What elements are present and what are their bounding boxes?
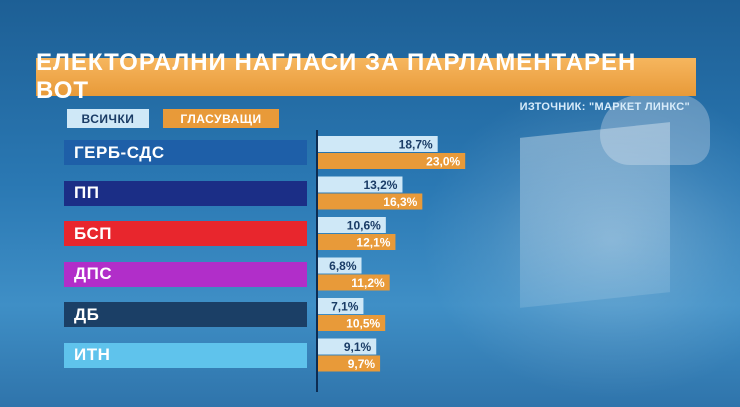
value-label-all-1: 18,7% — [399, 138, 433, 152]
title-banner: ЕЛЕКТОРАЛНИ НАГЛАСИ ЗА ПАРЛАМЕНТАРЕН ВОТ — [36, 49, 696, 104]
legend-all-label: ВСИЧКИ — [81, 111, 135, 126]
party-bar-1: ГЕРБ-СДС — [64, 140, 307, 165]
bar-voters-5 — [318, 315, 386, 331]
party-name: ДБ — [74, 304, 100, 324]
bar-all-4 — [318, 257, 362, 274]
bar-all-2 — [318, 176, 403, 193]
legend-voters-label: ГЛАСУВАЩИ — [180, 111, 262, 126]
party-name: ДПС — [74, 264, 113, 283]
background-glow — [420, 80, 740, 400]
party-bar-5: ДБ — [64, 302, 307, 327]
party-bar-3: БСП — [64, 221, 307, 246]
party-bar-2: ПП — [64, 180, 307, 206]
bar-all-3 — [318, 217, 386, 233]
value-label-voters-3: 12,1% — [356, 236, 390, 250]
bar-voters-6 — [318, 355, 381, 372]
bar-voters-1 — [318, 153, 466, 169]
party-bar-4: ДПС — [64, 261, 307, 287]
legend-voters: ГЛАСУВАЩИ — [163, 109, 279, 128]
value-label-voters-6: 9,7% — [348, 357, 376, 371]
value-label-all-4: 6,8% — [329, 259, 357, 273]
value-label-all-3: 10,6% — [347, 219, 381, 233]
value-label-voters-5: 10,5% — [346, 317, 380, 331]
party-name: ПП — [74, 183, 100, 202]
value-label-all-6: 9,1% — [344, 340, 372, 354]
bar-voters-4 — [318, 274, 390, 291]
value-label-all-2: 13,2% — [363, 178, 397, 192]
bar-all-6 — [318, 338, 377, 355]
chart-title: ЕЛЕКТОРАЛНИ НАГЛАСИ ЗА ПАРЛАМЕНТАРЕН ВОТ — [36, 49, 637, 104]
background-hand-image — [600, 95, 710, 165]
value-label-voters-1: 23,0% — [426, 155, 460, 169]
party-name: БСП — [74, 223, 112, 243]
party-name: ИТН — [74, 345, 111, 364]
value-label-voters-2: 16,3% — [383, 195, 417, 209]
value-label-all-5: 7,1% — [331, 300, 359, 314]
bar-all-5 — [318, 298, 364, 314]
legend-all: ВСИЧКИ — [67, 109, 149, 128]
source-label: ИЗТОЧНИК: "МАРКЕТ ЛИНКС" — [519, 101, 690, 113]
value-label-voters-4: 11,2% — [351, 276, 385, 290]
bar-voters-2 — [318, 193, 423, 210]
bar-voters-3 — [318, 234, 396, 250]
party-bar-6: ИТН — [64, 342, 307, 368]
bar-all-1 — [318, 136, 438, 152]
party-name: ГЕРБ-СДС — [74, 142, 165, 162]
chart-axis-line — [316, 130, 318, 392]
